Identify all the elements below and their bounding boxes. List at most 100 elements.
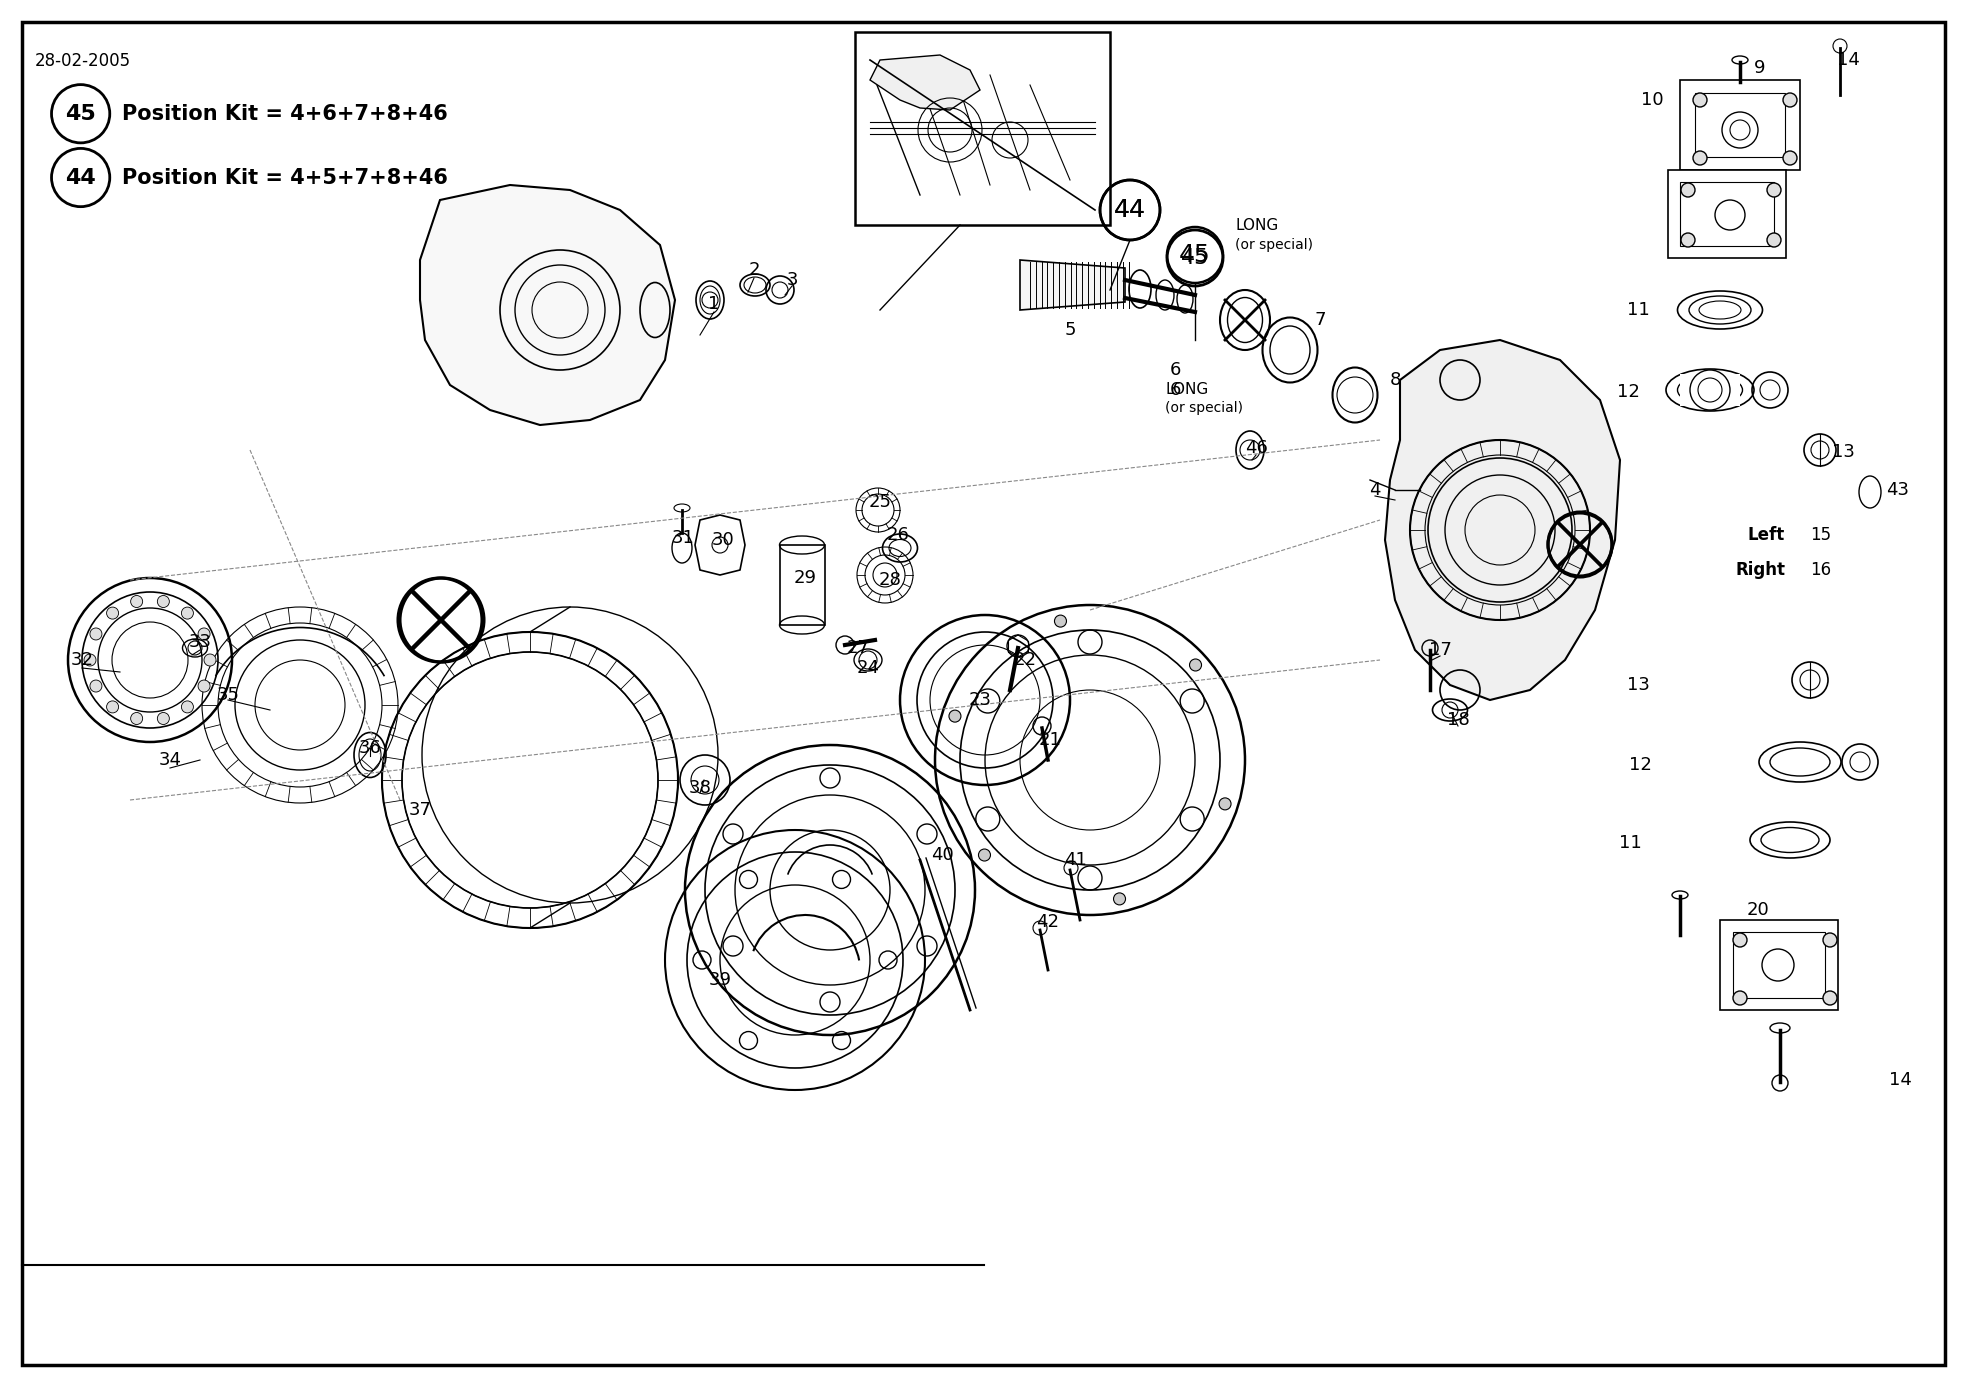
Text: 44: 44 [65,168,96,187]
Text: 31: 31 [671,528,694,546]
Text: 14: 14 [1888,1071,1912,1089]
Circle shape [199,680,210,692]
Circle shape [1682,183,1696,197]
Circle shape [1694,151,1707,165]
Text: 23: 23 [968,691,991,709]
Text: 36: 36 [358,739,382,757]
Polygon shape [694,515,745,576]
Circle shape [1220,798,1231,810]
Text: (or special): (or special) [1235,239,1314,252]
Polygon shape [869,55,980,110]
Text: 33: 33 [189,632,212,651]
Circle shape [1782,93,1798,107]
Bar [1680,374,1741,406]
Text: 18: 18 [1446,712,1469,730]
Text: 40: 40 [930,846,954,864]
Circle shape [1694,93,1707,107]
Bar [1680,80,1800,171]
Text: (or special): (or special) [1164,401,1243,415]
Circle shape [130,595,144,608]
Text: LONG: LONG [1235,218,1279,233]
Text: 13: 13 [1831,442,1855,460]
Text: Position Kit = 4+6+7+8+46: Position Kit = 4+6+7+8+46 [122,104,448,123]
Bar [781,545,824,626]
Circle shape [1766,233,1780,247]
Circle shape [1190,659,1202,671]
Circle shape [1823,933,1837,947]
Polygon shape [1385,340,1621,700]
Bar [1668,171,1786,258]
Text: 4: 4 [1369,481,1381,499]
Circle shape [85,655,96,666]
Polygon shape [421,184,675,424]
Text: 42: 42 [1037,913,1060,931]
Text: 35: 35 [216,687,240,705]
Circle shape [199,628,210,639]
Text: 20: 20 [1747,902,1770,920]
Bar [1696,93,1784,157]
Bar [1680,182,1774,245]
Text: 44: 44 [1113,198,1147,222]
Circle shape [1733,933,1747,947]
Circle shape [1782,151,1798,165]
Text: 16: 16 [1810,560,1831,578]
Text: 12: 12 [1617,383,1639,401]
Text: 46: 46 [1245,440,1267,456]
Circle shape [978,849,991,861]
Text: 8: 8 [1389,370,1401,388]
Circle shape [205,655,216,666]
Text: 34: 34 [159,750,181,768]
Circle shape [90,680,102,692]
Text: 6: 6 [1168,361,1180,379]
Text: 7: 7 [1314,311,1326,329]
Text: 26: 26 [887,526,909,544]
Text: Left: Left [1749,526,1784,544]
Bar [1719,920,1837,1010]
Circle shape [106,700,118,713]
Text: 45: 45 [1180,248,1210,268]
Circle shape [948,710,962,723]
Bar [1733,932,1825,999]
Text: 17: 17 [1428,641,1452,659]
Text: 9: 9 [1755,60,1766,78]
Text: 41: 41 [1064,852,1086,870]
Text: 32: 32 [71,651,94,669]
Text: 24: 24 [856,659,879,677]
Text: 39: 39 [708,971,732,989]
Circle shape [181,700,193,713]
Text: Right: Right [1735,560,1784,578]
Text: 22: 22 [1013,651,1037,669]
Text: Position Kit = 4+5+7+8+46: Position Kit = 4+5+7+8+46 [122,168,448,187]
Text: 14: 14 [1837,51,1859,69]
Text: 37: 37 [409,802,431,818]
Circle shape [1054,614,1066,627]
Bar [856,32,1109,225]
Text: 10: 10 [1640,92,1664,110]
Text: 27: 27 [846,639,869,657]
Circle shape [1766,183,1780,197]
Circle shape [1733,990,1747,1006]
Circle shape [90,628,102,639]
Text: 45: 45 [1178,243,1212,268]
Circle shape [1682,233,1696,247]
Text: 30: 30 [712,531,734,549]
Text: 5: 5 [1064,320,1076,338]
Text: 25: 25 [869,492,891,510]
Circle shape [157,713,169,724]
Text: 11: 11 [1627,301,1650,319]
Text: 29: 29 [793,569,816,587]
Text: 11: 11 [1619,834,1640,852]
Circle shape [130,713,144,724]
Circle shape [1113,893,1125,904]
Text: 28: 28 [879,571,901,589]
Text: 15: 15 [1810,526,1831,544]
Polygon shape [1021,259,1125,311]
Text: 45: 45 [65,104,96,123]
Circle shape [181,608,193,619]
Circle shape [1823,990,1837,1006]
Text: 28-02-2005: 28-02-2005 [35,51,132,69]
Circle shape [157,595,169,608]
Text: 12: 12 [1629,756,1652,774]
Text: 44: 44 [1113,198,1147,222]
Text: 1: 1 [708,295,720,313]
